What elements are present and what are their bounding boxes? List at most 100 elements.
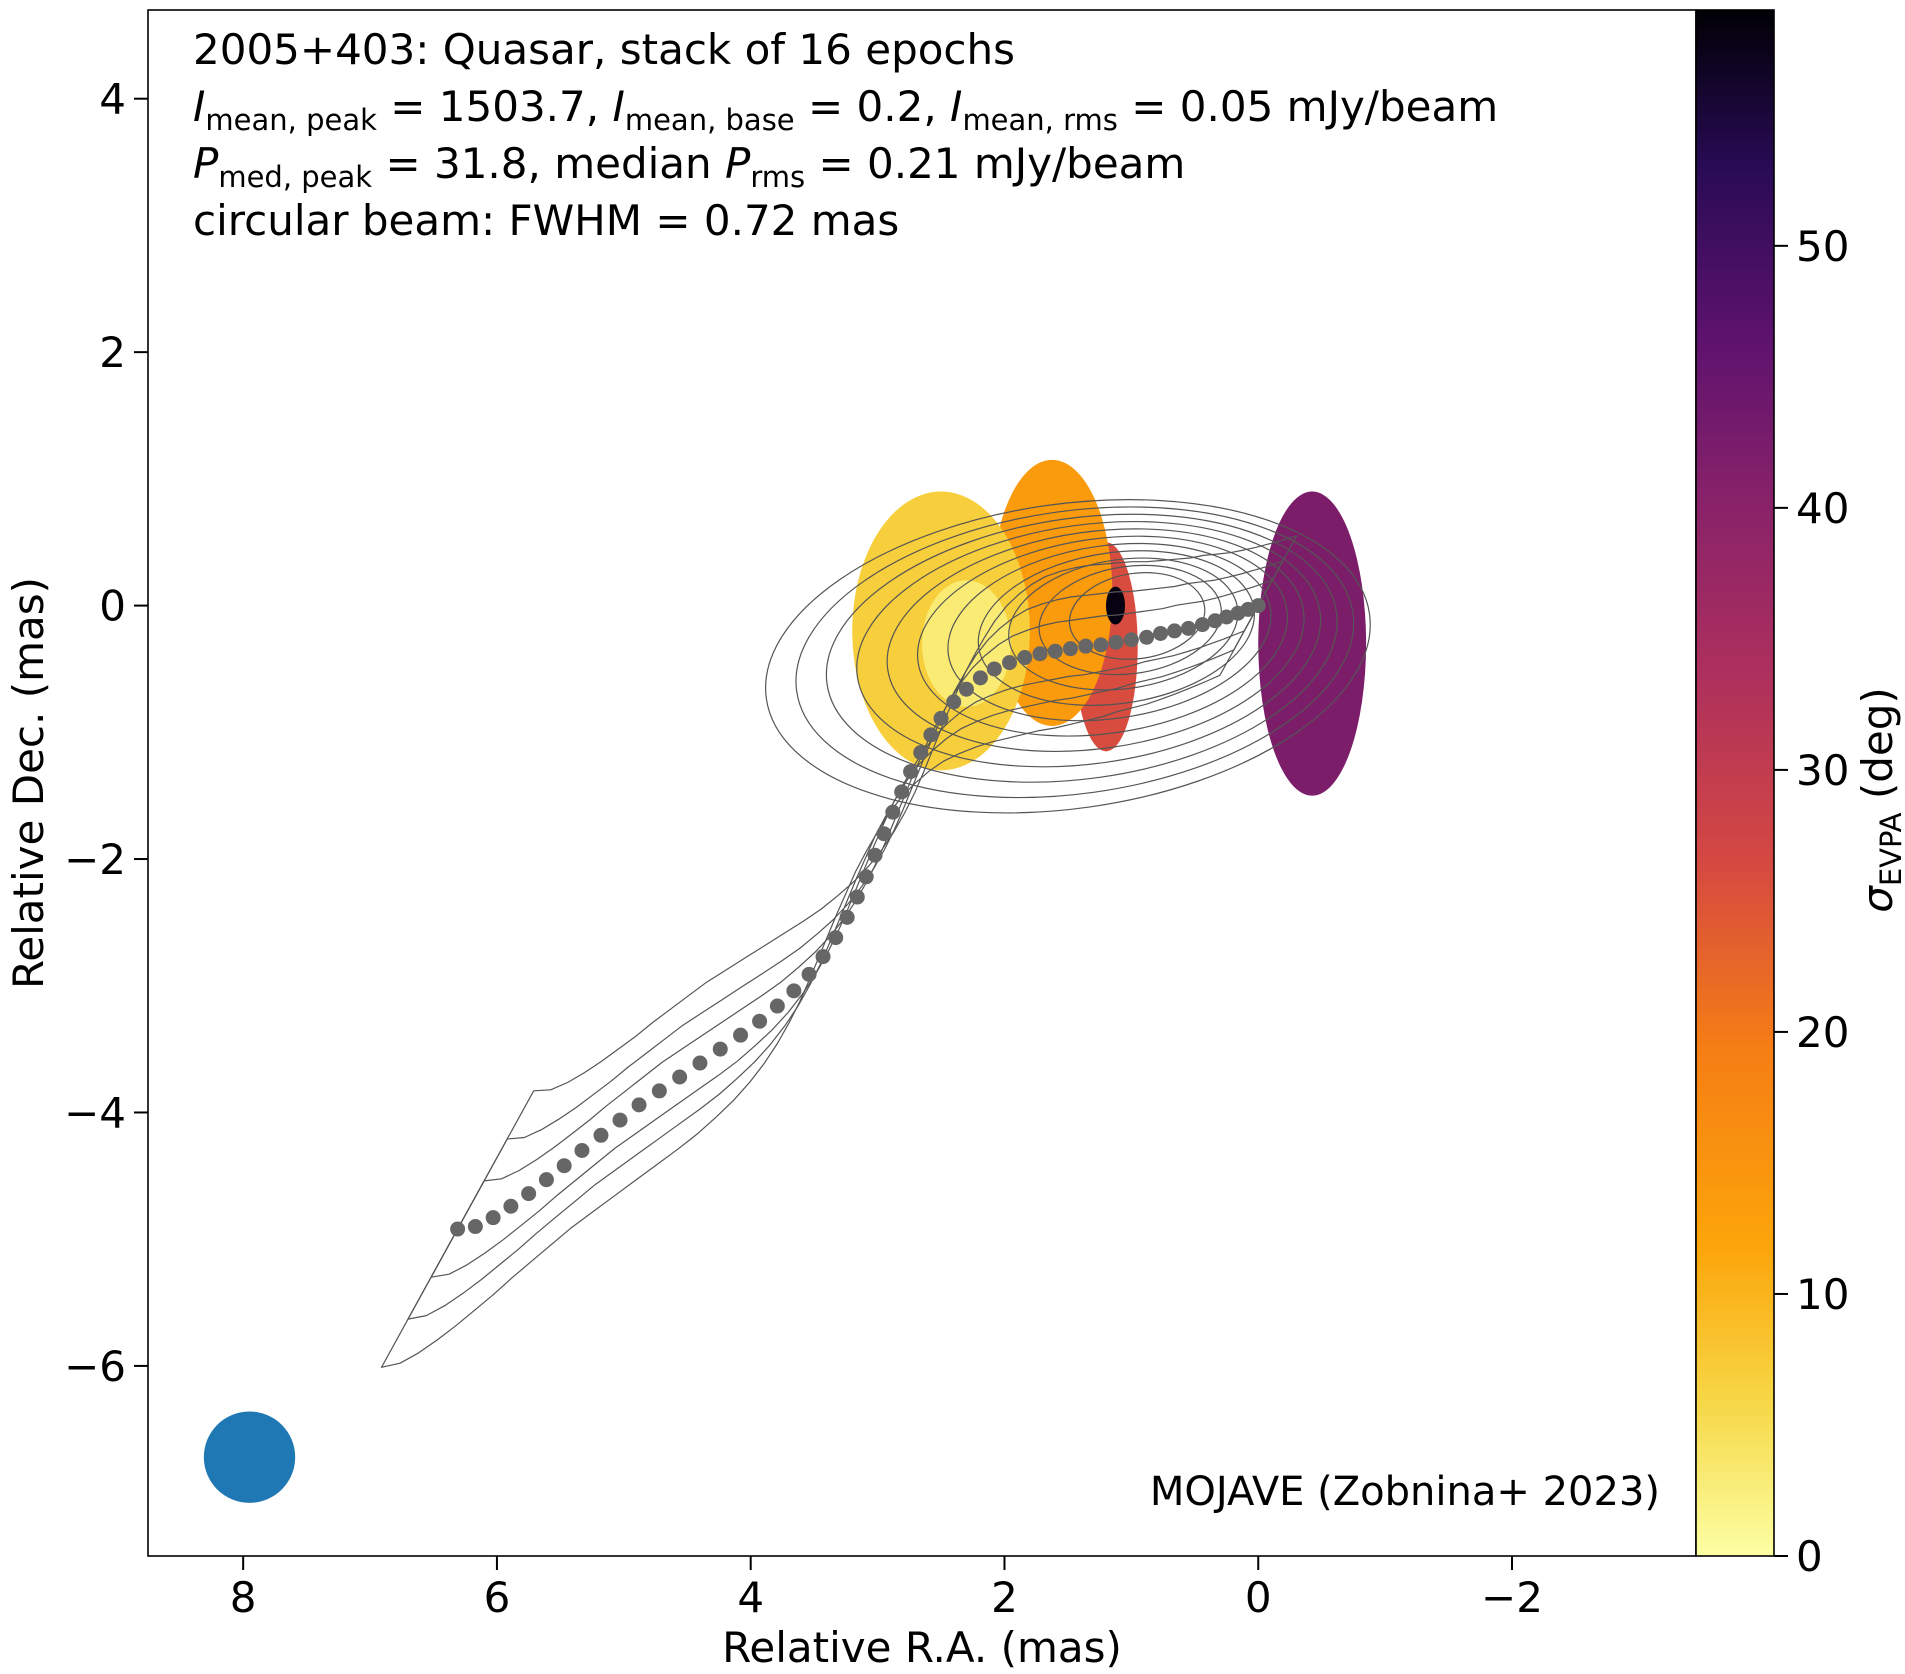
ridge-point-14 xyxy=(1062,641,1078,657)
ridge-point-36 xyxy=(801,966,817,982)
intensity-contour-9 xyxy=(1038,564,1222,676)
info-line-2: Imean, peak = 1503.7, Imean, base = 0.2,… xyxy=(193,82,1498,137)
ridge-point-33 xyxy=(839,909,855,925)
ridge-point-55 xyxy=(450,1221,466,1237)
ridge-point-9 xyxy=(1139,629,1155,645)
colorbar-tick-label: 20 xyxy=(1796,1008,1849,1057)
intensity-contour-1 xyxy=(795,506,1355,799)
ridge-point-7 xyxy=(1167,623,1183,639)
credit-label: MOJAVE (Zobnina+ 2023) xyxy=(1150,1469,1660,1515)
ridge-point-12 xyxy=(1093,637,1109,653)
colorbar-tick-label: 0 xyxy=(1796,1532,1823,1581)
intensity-contour-5 xyxy=(916,535,1289,737)
ridge-point-35 xyxy=(815,949,831,965)
ridge-point-21 xyxy=(958,681,974,697)
ridge-point-27 xyxy=(894,784,910,800)
x-tick-label: 4 xyxy=(737,1573,764,1622)
x-tick-label: 6 xyxy=(484,1573,511,1622)
colorbar-tick-label: 30 xyxy=(1796,746,1849,795)
ridge-point-8 xyxy=(1153,625,1169,641)
ridge-point-4 xyxy=(1207,613,1223,629)
ridge-point-15 xyxy=(1047,643,1063,659)
info-line-4: circular beam: FWHM = 0.72 mas xyxy=(193,196,899,245)
ridge-point-51 xyxy=(521,1186,537,1202)
jet-contour-0 xyxy=(380,535,1298,1368)
ridge-point-18 xyxy=(1002,655,1018,671)
jet-contour-2 xyxy=(430,579,1273,1278)
ridge-point-26 xyxy=(903,764,919,780)
intensity-contour-3 xyxy=(856,520,1322,768)
ridge-point-23 xyxy=(933,710,949,726)
ridge-line xyxy=(450,598,1266,1237)
ridge-point-54 xyxy=(467,1219,483,1235)
x-axis-ticks: 8 6 4 2 0 −2 xyxy=(230,1556,1543,1622)
intensity-contour-2 xyxy=(825,513,1338,783)
intensity-contour-0 xyxy=(765,499,1371,814)
ridge-point-19 xyxy=(986,661,1002,677)
ridge-point-13 xyxy=(1078,638,1094,654)
ridge-point-20 xyxy=(972,670,988,686)
ridge-point-50 xyxy=(538,1172,554,1188)
info-line-3: Pmed, peak = 31.8, median Prms = 0.21 mJ… xyxy=(193,139,1185,194)
ridge-point-2 xyxy=(1230,605,1246,621)
ridge-point-16 xyxy=(1032,646,1048,662)
ridge-point-53 xyxy=(485,1210,501,1226)
beam-ellipse xyxy=(203,1411,296,1503)
ridge-point-46 xyxy=(612,1112,628,1128)
ridge-point-3 xyxy=(1219,609,1235,625)
ridge-point-38 xyxy=(769,998,785,1014)
jet-contour-1 xyxy=(407,560,1284,1320)
ridge-point-42 xyxy=(692,1055,708,1071)
ridge-point-6 xyxy=(1180,620,1196,636)
colorbar xyxy=(1695,9,1775,1557)
ridge-point-39 xyxy=(752,1013,768,1029)
colorbar-label: σEVPA (deg) xyxy=(1853,687,1905,913)
intensity-contour-10 xyxy=(1068,572,1206,660)
x-tick-label: 2 xyxy=(991,1573,1018,1622)
ridge-point-22 xyxy=(946,694,962,710)
ridge-point-37 xyxy=(786,983,802,999)
x-tick-label: 8 xyxy=(230,1573,257,1622)
ridge-point-30 xyxy=(867,847,883,863)
ridge-point-43 xyxy=(672,1069,688,1085)
x-tick-label: 0 xyxy=(1245,1573,1272,1622)
ridge-point-11 xyxy=(1108,634,1124,650)
intensity-contour-4 xyxy=(886,528,1305,753)
intensity-contours xyxy=(380,499,1371,1368)
ridge-point-28 xyxy=(885,804,901,820)
plot-area xyxy=(203,459,1371,1503)
x-axis-label: Relative R.A. (mas) xyxy=(722,1623,1122,1672)
ridge-point-24 xyxy=(923,727,939,743)
ridge-point-25 xyxy=(913,745,929,761)
y-axis-label: Relative Dec. (mas) xyxy=(4,577,53,989)
ridge-point-48 xyxy=(574,1142,590,1158)
info-line-1: 2005+403: Quasar, stack of 16 epochs xyxy=(193,25,1015,74)
title-block: 2005+403: Quasar, stack of 16 epochs Imea… xyxy=(193,25,1498,245)
y-tick-label: −2 xyxy=(64,835,126,884)
ridge-point-47 xyxy=(593,1127,609,1143)
colorbar-ticks: 0 10 20 30 40 50 xyxy=(1774,222,1849,1581)
evpa-region-0 xyxy=(1258,491,1367,796)
ridge-point-49 xyxy=(556,1158,572,1174)
ridge-point-41 xyxy=(712,1041,728,1057)
ridge-point-40 xyxy=(733,1027,749,1043)
y-tick-label: −4 xyxy=(64,1088,126,1137)
intensity-contour-6 xyxy=(947,542,1272,722)
ridge-point-52 xyxy=(503,1198,519,1214)
colorbar-tick-label: 50 xyxy=(1796,222,1849,271)
ridge-point-10 xyxy=(1123,632,1139,648)
y-axis-ticks: 4 2 0 −2 −4 −6 xyxy=(64,75,148,1391)
y-tick-label: −6 xyxy=(64,1342,126,1391)
ridge-point-29 xyxy=(876,826,892,842)
ridge-point-31 xyxy=(858,869,874,885)
y-tick-label: 4 xyxy=(99,75,126,124)
ridge-point-45 xyxy=(631,1097,647,1113)
y-tick-label: 0 xyxy=(99,582,126,631)
y-tick-label: 2 xyxy=(99,328,126,377)
colorbar-tick-label: 10 xyxy=(1796,1270,1849,1319)
colorbar-tick-label: 40 xyxy=(1796,484,1849,533)
x-tick-label: −2 xyxy=(1481,1573,1543,1622)
ridge-point-34 xyxy=(828,930,844,946)
ridge-point-44 xyxy=(651,1083,667,1099)
